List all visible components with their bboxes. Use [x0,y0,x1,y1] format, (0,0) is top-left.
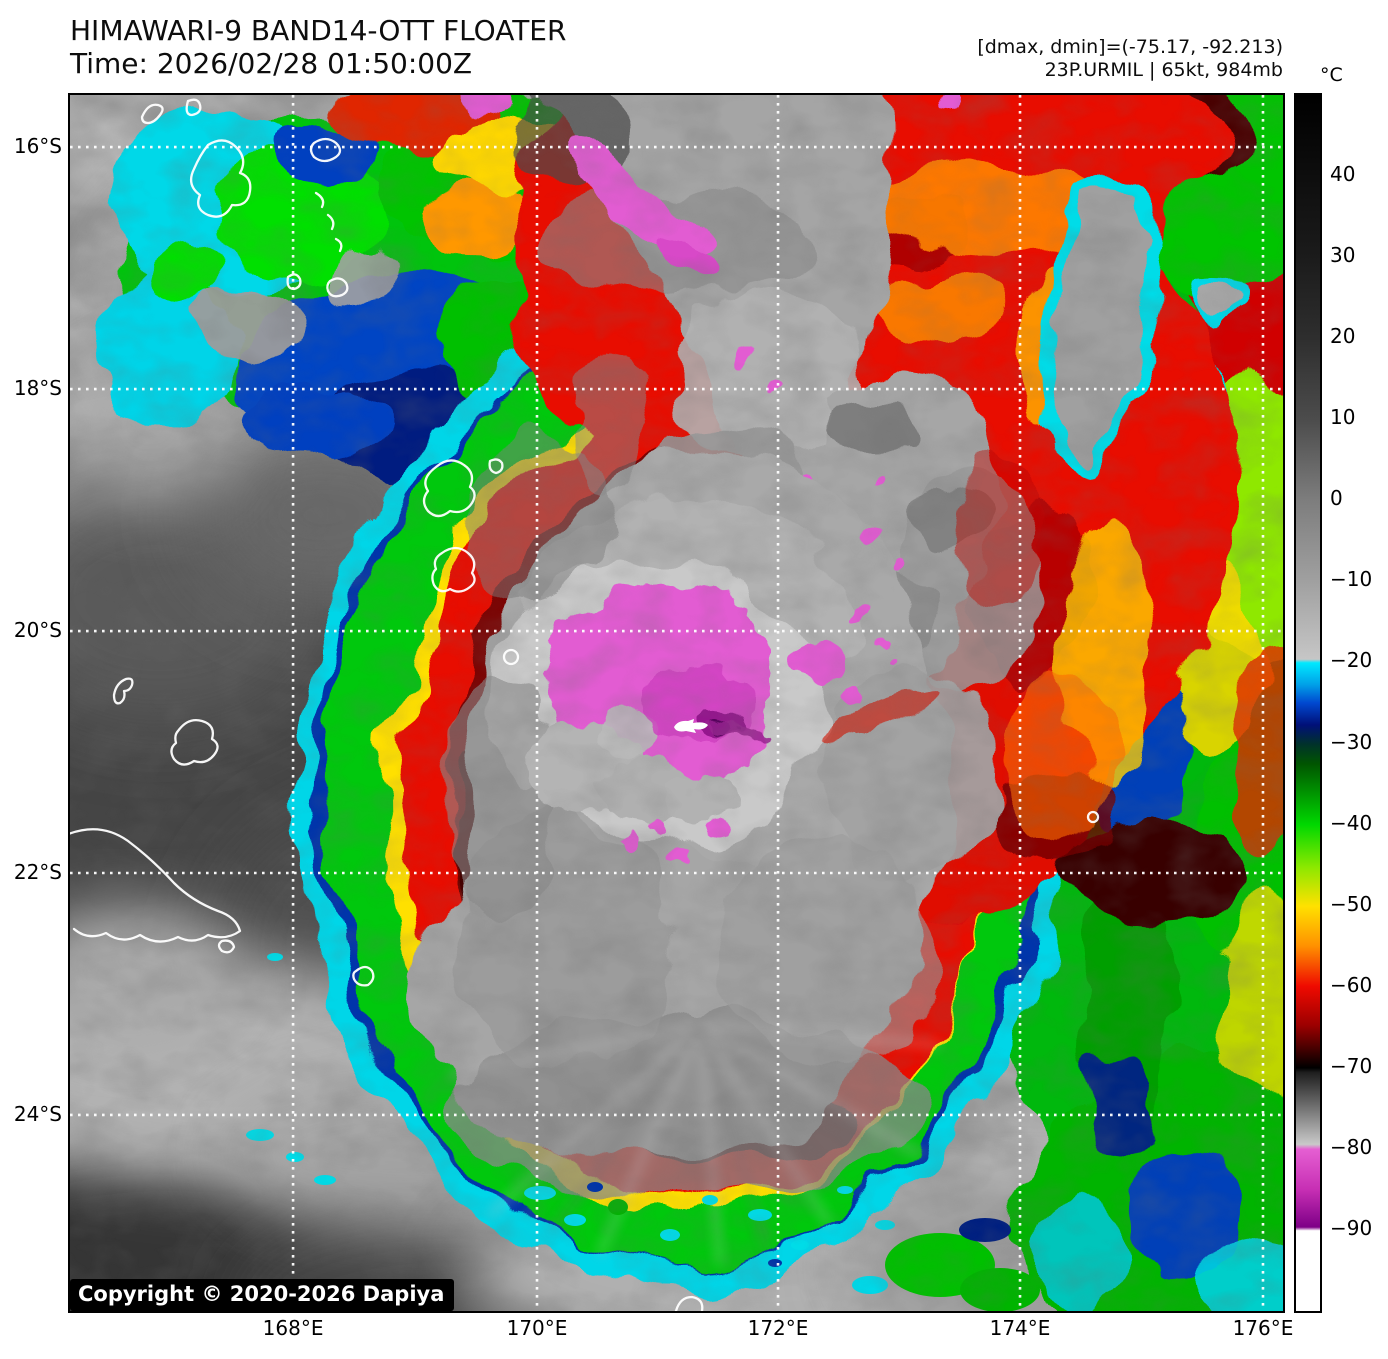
colorbar-tick-label: 30 [1330,243,1356,268]
latitude-axis: 16°S 18°S 20°S 22°S 24°S [0,93,64,1313]
gridlines [70,95,1283,1311]
copyright-badge: Copyright © 2020-2026 Dapiya [70,1279,455,1311]
lon-tick-label: 176°E [1232,1316,1294,1340]
lat-tick-label: 24°S [13,1101,62,1126]
colorbar-tick-label: 10 [1330,405,1356,430]
colorbar-tick-label: 20 [1330,324,1356,349]
colorbar-tick-label: −20 [1330,648,1373,673]
lon-tick-label: 168°E [262,1316,324,1340]
timestamp: Time: 2026/02/28 01:50:00Z [70,47,473,80]
colorbar-tick-label: −10 [1330,567,1373,592]
colorbar-tick-label: −70 [1330,1053,1373,1078]
colorbar-tick-label: −50 [1330,891,1373,916]
lat-tick-label: 22°S [13,859,62,884]
header-stats: [dmax, dmin]=(-75.17, -92.213) 23P.URMIL… [977,36,1283,82]
colorbar-tick-label: −60 [1330,972,1373,997]
lat-tick-label: 18°S [13,376,62,401]
colorbar-tick-label: −30 [1330,729,1373,754]
colorbar-axis: 40 30 20 10 0 −10 −20 −30 −40 −50 −60 −70 −80 −90 [1330,93,1388,1313]
storm-id-intensity: 23P.URMIL | 65kt, 984mb [1044,59,1283,81]
lon-tick-label: 172°E [747,1316,809,1340]
storm-center-marker [674,718,709,733]
colorbar-tick-label: 40 [1330,162,1356,187]
lat-tick-label: 20°S [13,618,62,642]
dmax-dmin-readout: [dmax, dmin]=(-75.17, -92.213) [977,36,1283,58]
page-title: HIMAWARI-9 BAND14-OTT FLOATER [70,14,567,47]
colorbar-unit-label: °C [1320,64,1343,86]
coastlines [70,98,1100,1311]
colorbar-tick-label: −90 [1330,1215,1373,1240]
temperature-colorbar [1294,93,1322,1313]
colorbar-tick-label: −40 [1330,810,1373,835]
lat-tick-label: 16°S [13,134,62,159]
header: HIMAWARI-9 BAND14-OTT FLOATER Time: 2026… [70,14,566,80]
lon-tick-label: 170°E [506,1316,568,1340]
lon-tick-label: 174°E [989,1316,1051,1340]
longitude-axis: 168°E 170°E 172°E 174°E 176°E [70,1316,1294,1346]
colorbar-tick-label: 0 [1330,486,1343,511]
satellite-image [70,95,1283,1311]
map-panel: Copyright © 2020-2026 Dapiya [68,93,1285,1313]
colorbar-tick-label: −80 [1330,1134,1373,1159]
